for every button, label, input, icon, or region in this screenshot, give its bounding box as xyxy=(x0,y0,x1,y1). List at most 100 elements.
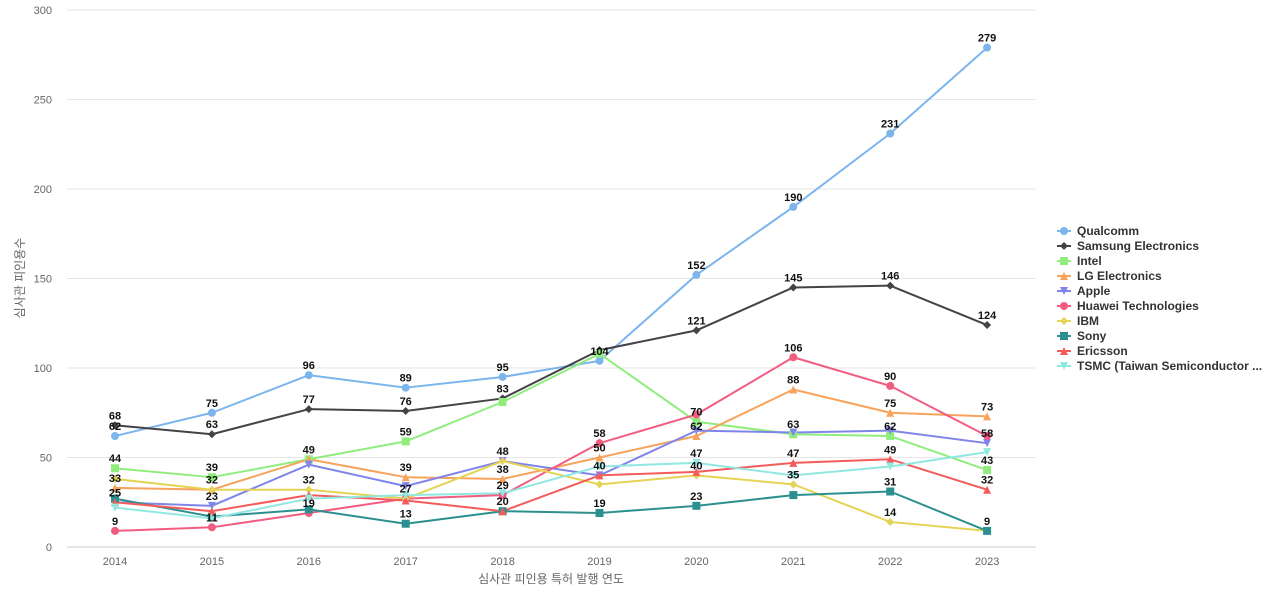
legend-marker-5 xyxy=(1060,302,1068,310)
series-line-1 xyxy=(114,284,988,436)
data-label: 73 xyxy=(981,401,993,413)
series-2-point xyxy=(111,464,119,473)
y-tick-label: 200 xyxy=(34,184,52,196)
series-0-point xyxy=(595,356,604,365)
data-labels: 6268443325975633932231196774932198976593… xyxy=(109,33,997,528)
series-4-point xyxy=(983,439,992,448)
legend-item-label[interactable]: Apple xyxy=(1077,284,1111,298)
series-2-point xyxy=(595,349,604,358)
series-4-point xyxy=(789,428,798,437)
x-tick-label: 2023 xyxy=(975,556,999,568)
legend-marker-2 xyxy=(1060,257,1068,265)
series-1-point xyxy=(401,406,410,415)
series-2-point xyxy=(692,417,701,426)
data-label: 14 xyxy=(884,507,897,519)
series-4-point xyxy=(886,426,895,435)
series-4-point xyxy=(304,460,313,469)
legend-marker-1 xyxy=(1060,242,1068,250)
series-6-point xyxy=(886,517,895,526)
legend-marker-4 xyxy=(1060,287,1068,295)
data-label: 77 xyxy=(303,394,315,406)
series-3-point xyxy=(595,453,604,462)
data-label: 89 xyxy=(400,373,412,385)
data-label: 62 xyxy=(884,421,896,433)
y-tick-label: 0 xyxy=(46,542,52,554)
series-4-point xyxy=(207,501,216,510)
series-7-point xyxy=(304,505,313,514)
series-0-point xyxy=(886,129,895,138)
series-3-point xyxy=(692,432,701,441)
data-label: 27 xyxy=(400,484,412,496)
legend-item-label[interactable]: Samsung Electronics xyxy=(1077,239,1199,253)
data-label: 40 xyxy=(690,460,702,472)
y-tick-label: 100 xyxy=(34,363,52,375)
data-label: 121 xyxy=(687,315,705,327)
series-2-point xyxy=(983,466,992,475)
series-3-point xyxy=(983,412,992,421)
data-label: 11 xyxy=(206,512,218,524)
data-label: 104 xyxy=(590,346,609,358)
series-line-8 xyxy=(114,458,988,513)
series-7-point xyxy=(595,508,604,517)
series-9-point xyxy=(789,471,798,480)
data-label: 75 xyxy=(884,398,896,410)
series-9-point xyxy=(595,462,604,471)
series-line-6 xyxy=(114,460,988,532)
data-label: 43 xyxy=(981,455,993,467)
x-tick-label: 2018 xyxy=(490,556,514,568)
legend-item-label[interactable]: IBM xyxy=(1077,314,1099,328)
series-5-point xyxy=(886,381,895,390)
series-2-point xyxy=(207,473,216,482)
series-6-point xyxy=(789,480,798,489)
legend-item-label[interactable]: Qualcomm xyxy=(1077,224,1139,238)
series-0-point xyxy=(111,432,119,441)
data-label: 49 xyxy=(884,444,896,456)
legend-item-label[interactable]: TSMC (Taiwan Semiconductor ... xyxy=(1077,359,1262,373)
data-label: 279 xyxy=(978,33,996,45)
legend-item-label[interactable]: Huawei Technologies xyxy=(1077,299,1199,313)
series-line-0 xyxy=(114,46,988,437)
series-5-point xyxy=(595,439,604,448)
data-label: 20 xyxy=(496,496,508,508)
series-1-point xyxy=(111,421,119,430)
series-9-point xyxy=(401,491,410,500)
series-3-point xyxy=(401,473,410,482)
series-9-point xyxy=(983,448,992,457)
data-label: 124 xyxy=(978,310,997,322)
series-3-point xyxy=(886,408,895,417)
legend-item-label[interactable]: LG Electronics xyxy=(1077,269,1162,283)
data-label: 95 xyxy=(496,362,508,374)
legend-item-label[interactable]: Ericsson xyxy=(1077,344,1128,358)
series-line-9 xyxy=(114,451,988,520)
data-label: 59 xyxy=(400,426,412,438)
y-tick-label: 250 xyxy=(34,95,52,107)
data-label: 35 xyxy=(787,469,799,481)
y-axis-ticks: 0 50 100 150 200 250 300 xyxy=(34,5,52,554)
data-label: 58 xyxy=(593,428,605,440)
series-6-point xyxy=(111,474,119,483)
x-axis-title: 심사관 피인용 특허 발행 연도 xyxy=(478,571,624,586)
series-5-point xyxy=(789,353,798,362)
series-1-point xyxy=(789,283,798,292)
series-8-point xyxy=(401,496,410,505)
legend-item-label[interactable]: Sony xyxy=(1077,329,1107,343)
y-tick-label: 150 xyxy=(34,274,52,286)
series-0-point xyxy=(692,270,701,279)
legend-item-label[interactable]: Intel xyxy=(1077,254,1102,268)
data-label: 32 xyxy=(981,475,993,487)
series-5-point xyxy=(111,526,119,535)
data-label: 48 xyxy=(496,446,508,458)
series-0-point xyxy=(207,408,216,417)
x-tick-label: 2016 xyxy=(297,556,321,568)
data-label: 152 xyxy=(687,260,705,272)
series-0-point xyxy=(304,371,313,380)
series-5-point xyxy=(207,523,216,532)
data-label: 63 xyxy=(206,419,218,431)
x-tick-label: 2015 xyxy=(200,556,224,568)
series-4-point xyxy=(401,482,410,491)
data-label: 29 xyxy=(496,480,508,492)
y-axis-title: 심사관 피인용수 xyxy=(13,238,27,319)
